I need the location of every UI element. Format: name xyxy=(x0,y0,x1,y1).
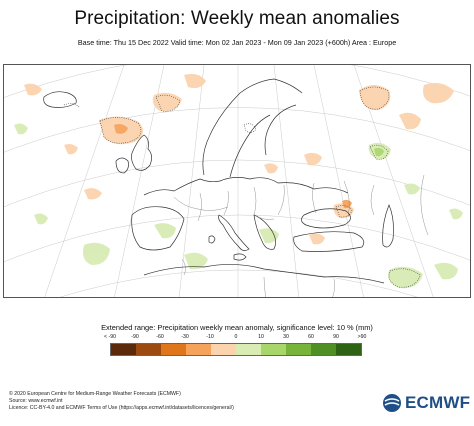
legend-swatch xyxy=(236,344,261,355)
chart-title: Precipitation: Weekly mean anomalies xyxy=(74,8,400,29)
map-svg xyxy=(4,65,470,297)
legend-label: 30 xyxy=(283,334,289,340)
legend-label: -30 xyxy=(181,334,189,340)
source-text: Source: www.ecmwf.int xyxy=(9,398,63,404)
map-graticule xyxy=(4,65,470,297)
legend-swatch xyxy=(186,344,211,355)
legend-colorbar xyxy=(110,343,362,356)
legend-label: < -90 xyxy=(104,334,116,340)
licence-link[interactable]: Licence: CC-BY-4.0 and ECMWF Terms of Us… xyxy=(9,405,234,411)
legend-swatch xyxy=(311,344,336,355)
chart-subtitle: Base time: Thu 15 Dec 2022 Valid time: M… xyxy=(77,38,397,47)
ecmwf-logo[interactable]: ECMWF xyxy=(382,393,470,413)
legend-label: >90 xyxy=(357,334,367,340)
legend-swatch xyxy=(161,344,186,355)
legend-label: -90 xyxy=(131,334,139,340)
legend-swatch xyxy=(261,344,286,355)
legend-swatch xyxy=(336,344,361,355)
legend-label: 60 xyxy=(308,334,314,340)
legend-title: Extended range: Precipitation weekly mea… xyxy=(101,323,373,332)
significance-contours xyxy=(63,86,421,288)
copyright-text: © 2020 European Centre for Medium-Range … xyxy=(9,391,181,397)
legend-label: -60 xyxy=(156,334,164,340)
legend-label: -10 xyxy=(206,334,214,340)
footer-credits: © 2020 European Centre for Medium-Range … xyxy=(9,391,234,412)
legend-label: 90 xyxy=(333,334,339,340)
legend-label: 0 xyxy=(234,334,238,340)
legend-swatch xyxy=(286,344,311,355)
legend-labels: < -90 -90 -60 -30 -10 0 10 30 60 90 >90 xyxy=(0,334,474,344)
wet-anomaly-areas xyxy=(14,123,463,289)
dry-anomaly-areas xyxy=(24,73,454,245)
legend-label: 10 xyxy=(258,334,264,340)
legend-swatch xyxy=(111,344,136,355)
country-borders xyxy=(173,174,429,297)
coastlines xyxy=(43,78,394,284)
logo-text: ECMWF xyxy=(405,393,471,412)
legend-swatch xyxy=(136,344,161,355)
legend-swatch xyxy=(211,344,236,355)
ecmwf-logo-icon xyxy=(383,394,401,412)
anomaly-map xyxy=(3,64,471,298)
